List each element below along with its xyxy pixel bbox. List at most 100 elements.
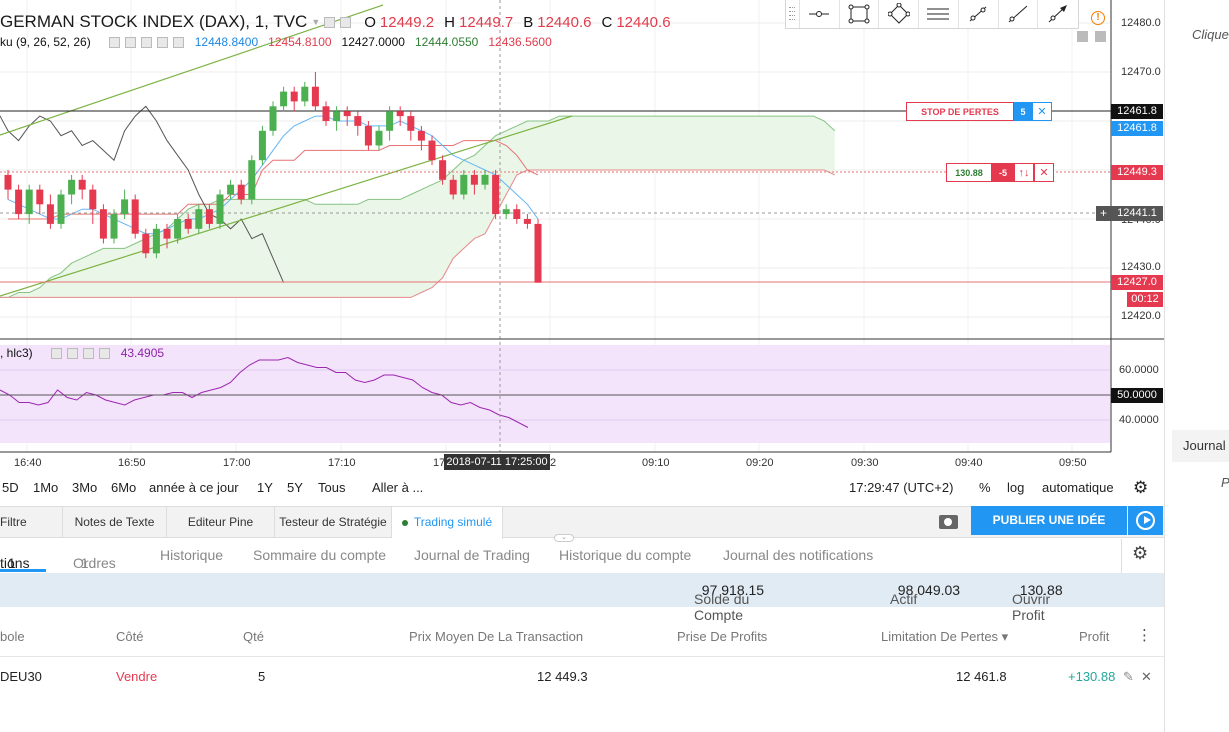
publish-play-button[interactable] — [1128, 506, 1163, 535]
candle-body — [46, 204, 54, 224]
stop-loss-qty[interactable]: 5 — [1014, 102, 1032, 121]
candle-body — [290, 91, 298, 102]
camera-icon[interactable] — [939, 515, 958, 529]
close-position-icon[interactable]: ✕ — [1141, 669, 1152, 684]
tab-positions-label: tions — [0, 555, 30, 571]
eye-icon[interactable] — [108, 36, 120, 48]
candle-body — [322, 106, 330, 121]
ray-tool-icon[interactable] — [999, 0, 1039, 28]
tab-strategy-tester[interactable]: Testeur de Stratégie — [275, 507, 392, 538]
column-menu-icon[interactable]: ⋮ — [1137, 627, 1152, 644]
horizontal-line-tool-icon[interactable] — [800, 0, 840, 28]
tab-positions[interactable]: tions 1 — [0, 547, 30, 571]
publish-idea-button[interactable]: PUBLIER UNE IDÉE — [971, 506, 1127, 535]
add-price-button[interactable]: + — [1096, 206, 1111, 221]
arrow-tool-icon[interactable] — [1038, 0, 1078, 28]
period-3mo[interactable]: 3Mo — [72, 480, 98, 495]
drag-handle[interactable] — [786, 0, 800, 28]
remove-icon[interactable] — [172, 36, 184, 48]
remove-icon[interactable] — [98, 347, 110, 359]
percent-toggle[interactable]: % — [979, 480, 991, 495]
log-toggle[interactable]: log — [1007, 480, 1025, 495]
settings-icon[interactable] — [124, 36, 136, 48]
parallel-channel-tool-icon[interactable] — [919, 0, 959, 28]
gear-icon[interactable]: ⚙ — [1133, 478, 1149, 497]
tab-pine-editor[interactable]: Editeur Pine — [167, 507, 275, 538]
col-take-profit[interactable]: Prise De Profits — [677, 629, 768, 644]
trend-line-tool-icon[interactable] — [959, 0, 999, 28]
add-icon[interactable] — [156, 36, 168, 48]
col-stop-loss[interactable]: Limitation De Pertes ▾ — [881, 629, 1009, 644]
trend-channel-bottom — [0, 115, 573, 297]
stop-loss-label[interactable]: STOP DE PERTES — [906, 102, 1014, 121]
symbol-legend[interactable]: GERMAN STOCK INDEX (DAX), 1, TVC ▼ O 124… — [0, 12, 671, 32]
stop-loss-close-icon[interactable]: ✕ — [1032, 102, 1052, 121]
oscillator-legend[interactable]: , hlc3) 43.4905 — [0, 346, 164, 360]
time-tick: 09:50 — [1059, 457, 1087, 469]
ichimoku-label[interactable]: ku (9, 26, 52, 26) — [0, 35, 91, 49]
period-all[interactable]: Tous — [318, 480, 346, 495]
candle-body — [492, 174, 500, 215]
reverse-icon[interactable]: ↑↓ — [1014, 163, 1034, 182]
col-avg-price[interactable]: Prix Moyen De La Transaction — [409, 629, 584, 644]
period-5y[interactable]: 5Y — [287, 480, 303, 495]
position-qty[interactable]: -5 — [992, 163, 1014, 182]
clock[interactable]: 17:29:47 (UTC+2) — [849, 480, 954, 495]
tab-account-summary[interactable]: Sommaire du compte — [253, 547, 387, 563]
add-icon[interactable] — [82, 347, 94, 359]
tab-filter[interactable]: Filtre — [0, 507, 63, 538]
rectangle-tool-icon[interactable] — [840, 0, 880, 28]
expand-icon[interactable] — [1095, 31, 1106, 42]
col-qty[interactable]: Qté — [243, 629, 264, 644]
symbol-title[interactable]: GERMAN STOCK INDEX (DAX), 1, TVC — [0, 12, 308, 31]
tab-notifications[interactable]: Journal des notifications — [723, 547, 874, 563]
stop-loss-order[interactable]: STOP DE PERTES 5 ✕ — [906, 102, 1052, 121]
drawing-toolbar[interactable] — [785, 0, 1079, 29]
rotated-rectangle-tool-icon[interactable] — [879, 0, 920, 28]
row-symbol[interactable]: DEU30 — [0, 669, 42, 684]
tab-orders[interactable]: Ordres 1 — [73, 547, 116, 571]
period-1mo[interactable]: 1Mo — [33, 480, 59, 495]
period-6mo[interactable]: 6Mo — [111, 480, 137, 495]
collapse-icon[interactable] — [1077, 31, 1088, 42]
tab-text-notes[interactable]: Notes de Texte — [63, 507, 167, 538]
oscillator-value: 43.4905 — [120, 346, 165, 360]
panel-divider — [1121, 539, 1122, 573]
auto-toggle[interactable]: automatique — [1042, 480, 1114, 495]
table-row[interactable]: DEU30 Vendre 5 12 449.3 12 461.8 +130.88… — [0, 657, 1164, 697]
col-profit[interactable]: Profit — [1079, 629, 1110, 644]
chevron-down-icon[interactable]: ▼ — [311, 17, 321, 27]
position-profit[interactable]: 130.88 — [946, 163, 992, 182]
position-close-icon[interactable]: ✕ — [1034, 163, 1054, 182]
candle-body — [513, 209, 521, 219]
candle-body — [68, 179, 76, 195]
period-ytd[interactable]: année à ce jour — [149, 480, 239, 495]
edit-icon[interactable]: ✎ — [1123, 669, 1134, 684]
settings-icon[interactable] — [340, 16, 352, 28]
eye-icon[interactable] — [324, 16, 336, 28]
col-side[interactable]: Côté — [116, 629, 144, 644]
row-stop-loss[interactable]: 12 461.8 — [956, 669, 1007, 684]
tab-account-history[interactable]: Historique du compte — [559, 547, 692, 563]
goto-date[interactable]: Aller à ... — [372, 480, 424, 495]
copy-icon[interactable] — [140, 36, 152, 48]
oscillator-label[interactable]: , hlc3) — [0, 346, 33, 360]
row-qty[interactable]: 5 — [258, 669, 266, 684]
tab-paper-trading[interactable]: Trading simulé — [392, 507, 503, 539]
period-1y[interactable]: 1Y — [257, 480, 273, 495]
chart-area[interactable]: GERMAN STOCK INDEX (DAX), 1, TVC ▼ O 124… — [0, 0, 1164, 470]
col-symbol[interactable]: bole — [0, 629, 25, 644]
gear-icon[interactable]: ⚙ — [1132, 543, 1149, 563]
chart-canvas[interactable] — [0, 0, 1164, 470]
candle-body — [343, 111, 351, 117]
tab-trading-journal[interactable]: Journal de Trading — [414, 547, 530, 563]
position-order[interactable]: 130.88 -5 ↑↓ ✕ — [946, 163, 1054, 182]
period-5d[interactable]: 5D — [2, 480, 19, 495]
settings-icon[interactable] — [66, 347, 78, 359]
journal-tab[interactable]: Journal — [1172, 430, 1229, 462]
tab-history[interactable]: Historique — [160, 547, 224, 563]
collapse-panel-icon[interactable]: ⌄ — [554, 534, 574, 542]
eye-icon[interactable] — [50, 347, 62, 359]
ichimoku-legend[interactable]: ku (9, 26, 52, 26) 12448.8400 12454.8100… — [0, 35, 552, 49]
alert-icon[interactable]: ! — [1091, 11, 1105, 25]
